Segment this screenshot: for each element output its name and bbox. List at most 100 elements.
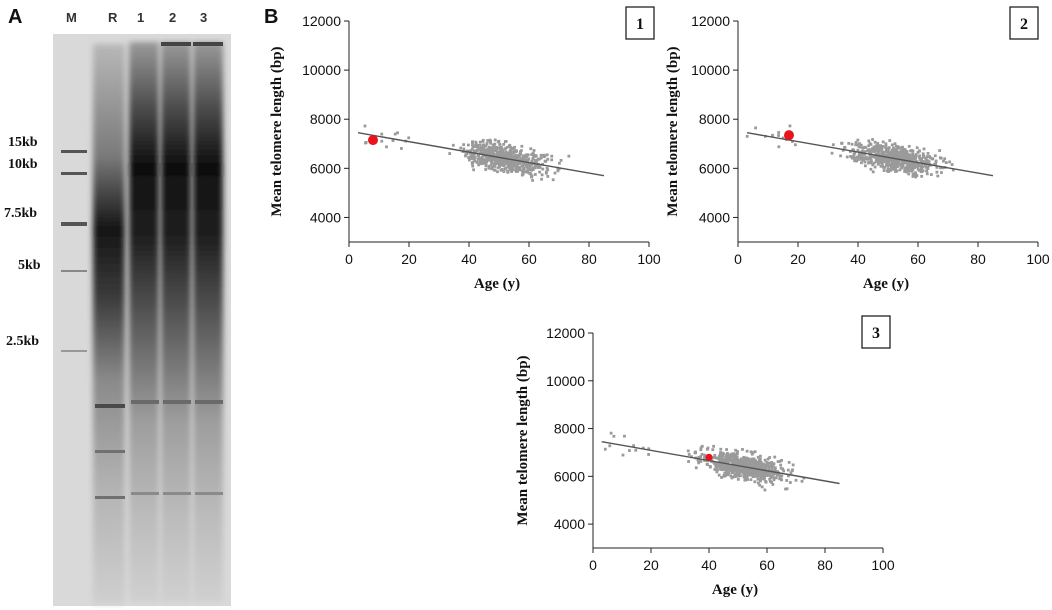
scatter-point: [482, 154, 486, 157]
scatter-point: [741, 459, 745, 463]
scatter-point: [496, 170, 499, 174]
scatter-point: [490, 147, 494, 151]
scatter-point: [855, 159, 859, 163]
scatter-point: [880, 150, 884, 154]
scatter-point: [497, 151, 500, 155]
scatter-point: [484, 155, 488, 159]
scatter-point: [944, 161, 948, 165]
scatter-point: [786, 474, 790, 478]
scatter-point: [886, 154, 890, 158]
scatter-point: [487, 156, 490, 160]
scatter-point: [886, 161, 890, 165]
scatter-point: [474, 142, 478, 146]
scatter-point: [721, 462, 725, 466]
scatter-point: [700, 452, 704, 456]
scatter-point: [891, 160, 895, 164]
scatter-point: [894, 158, 897, 162]
scatter-point: [914, 156, 918, 160]
scatter-point: [903, 148, 907, 151]
scatter-point: [859, 152, 863, 156]
scatter-point: [881, 159, 885, 163]
scatter-point: [951, 168, 955, 172]
scatter-point: [484, 144, 488, 148]
scatter-point: [753, 469, 757, 473]
scatter-point: [892, 146, 895, 150]
scatter-point: [509, 152, 513, 156]
scatter-point: [519, 152, 523, 156]
scatter-point: [735, 463, 739, 467]
scatter-point: [713, 468, 717, 471]
scatter-point: [770, 468, 774, 472]
scatter-point: [864, 146, 868, 149]
scatter-point: [884, 158, 888, 161]
scatter-point: [900, 166, 903, 170]
scatter-point: [894, 163, 898, 167]
scatter-point: [757, 458, 761, 462]
scatter-point: [532, 149, 536, 152]
scatter-point: [771, 483, 775, 486]
scatter-point: [720, 465, 724, 469]
scatter-point: [503, 147, 507, 151]
scatter-point: [518, 168, 522, 172]
gel-marker-bands: [61, 150, 87, 352]
scatter-point: [703, 453, 707, 457]
scatter-point: [749, 473, 753, 477]
scatter-point: [712, 444, 716, 448]
scatter-point: [492, 149, 495, 152]
scatter-point: [779, 466, 783, 470]
scatter-point: [749, 470, 752, 474]
scatter-point: [855, 155, 859, 159]
scatter-point: [494, 157, 498, 161]
y-tick-label: 8000: [310, 111, 341, 127]
scatter-point: [520, 158, 524, 161]
scatter-point: [764, 467, 767, 470]
x-tick-label: 100: [1026, 251, 1050, 267]
scatter-point: [724, 469, 728, 473]
scatter-point: [891, 167, 895, 171]
scatter-point: [852, 152, 856, 156]
scatter-point: [697, 461, 701, 465]
scatter-point: [768, 471, 772, 474]
scatter-point: [773, 466, 777, 470]
scatter-point: [873, 140, 877, 144]
scatter-point: [696, 458, 700, 462]
y-tick-label: 6000: [310, 160, 341, 176]
scatter-point: [912, 166, 916, 170]
scatter-point: [493, 164, 497, 168]
scatter-point: [778, 459, 782, 463]
scatter-point: [723, 471, 727, 475]
scatter-point: [506, 170, 510, 174]
scatter-point: [874, 157, 878, 160]
scatter-point: [491, 152, 495, 155]
scatter-point: [884, 150, 888, 154]
scatter-point: [474, 143, 477, 147]
scatter-point: [919, 159, 923, 163]
scatter-point: [733, 475, 737, 479]
scatter-point: [893, 149, 897, 152]
x-tick-label: 80: [581, 251, 597, 267]
scatter-point: [488, 149, 492, 153]
scatter-point: [481, 140, 485, 143]
scatter-point: [480, 147, 484, 151]
scatter-point: [730, 471, 734, 474]
y-tick-label: 4000: [310, 209, 341, 225]
scatter-point: [489, 156, 493, 159]
scatter-point: [687, 460, 690, 463]
scatter-point: [771, 473, 775, 477]
scatter-point: [515, 156, 519, 160]
scatter-point: [889, 157, 892, 161]
scatter-point: [781, 136, 785, 140]
scatter-point: [899, 146, 902, 150]
scatter-point: [754, 465, 758, 468]
scatter-point: [939, 166, 942, 170]
scatter-point: [911, 167, 915, 171]
scatter-point: [925, 172, 929, 176]
scatter-point: [717, 463, 721, 467]
scatter-point: [880, 147, 884, 151]
scatter-point: [472, 168, 475, 172]
scatter-point: [508, 167, 512, 171]
scatter-point: [743, 458, 746, 462]
scatter-point: [869, 167, 873, 171]
scatter-point: [451, 143, 455, 147]
scatter-point: [751, 464, 755, 468]
